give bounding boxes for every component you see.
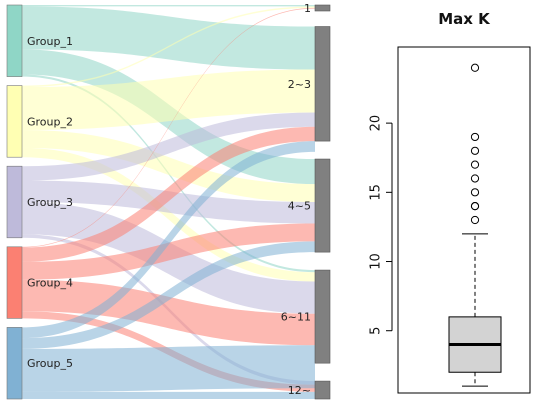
- sankey-source-nodes: Group_1 Group_2 Group_3 Group_4 Group_5: [6, 4, 73, 400]
- link-group-4-1: [22, 7, 315, 248]
- link-group-2-1: [22, 6, 315, 88]
- target-node-12-to: [314, 380, 331, 400]
- link-group-2-4-to-5: [22, 129, 315, 202]
- link-group-4-2-to-3: [22, 126, 315, 262]
- outlier-point: [470, 146, 480, 155]
- target-node-6-to-11: [314, 269, 331, 364]
- source-node-group-3: [6, 165, 23, 239]
- link-group-1-2-to-3: [22, 6, 315, 70]
- boxplot-body: [448, 63, 502, 387]
- y-tick-label: 15: [369, 184, 384, 201]
- boxplot-chart: Max K 5 10 15 20: [369, 10, 531, 394]
- link-group-4-4-to-5: [22, 223, 315, 280]
- outlier-point: [470, 215, 480, 225]
- link-group-2-6-to-11: [22, 147, 315, 282]
- outlier-point: [470, 132, 480, 142]
- source-node-group-2: [6, 85, 23, 158]
- y-axis: 5 10 15 20: [369, 115, 393, 335]
- outlier-point: [470, 174, 480, 183]
- source-node-label: Group_2: [27, 115, 73, 128]
- source-node-group-4: [6, 246, 23, 319]
- outlier-point: [470, 188, 480, 197]
- source-node-label: Group_3: [27, 196, 73, 209]
- sankey-links: [22, 5, 315, 399]
- plot-frame: [397, 46, 531, 394]
- source-node-label: Group_1: [27, 35, 73, 48]
- target-node-2-to-3: [314, 26, 331, 142]
- link-group-5-2-to-3: [22, 141, 315, 339]
- link-group-5-12-to: [22, 391, 315, 399]
- outlier-point: [470, 160, 480, 169]
- outlier-point: [470, 202, 480, 211]
- target-node-label: 6~11: [281, 311, 311, 324]
- link-group-3-4-to-5: [22, 180, 315, 224]
- source-node-label: Group_5: [27, 357, 73, 370]
- source-node-group-5: [6, 327, 23, 400]
- y-tick-label: 10: [369, 253, 384, 270]
- target-node-4-to-5: [314, 158, 331, 253]
- target-node-1: [314, 4, 331, 12]
- target-node-label: 4~5: [288, 200, 311, 213]
- link-group-5-6-to-11: [22, 345, 315, 392]
- target-node-label: 1: [304, 2, 311, 15]
- source-node-group-1: [6, 4, 23, 77]
- link-group-4-6-to-11: [22, 279, 315, 346]
- sankey-diagram: Group_1 Group_2 Group_3 Group_4 Group_5 1 2~3…: [6, 2, 331, 400]
- y-tick-label: 5: [369, 327, 384, 335]
- y-tick-label: 20: [369, 115, 384, 132]
- link-group-5-4-to-5: [22, 241, 315, 349]
- outlier-point: [470, 63, 480, 72]
- source-node-label: Group_4: [27, 277, 73, 290]
- boxplot-title: Max K: [438, 10, 491, 28]
- link-group-1-1: [22, 5, 315, 7]
- link-group-3-2-to-3: [22, 112, 315, 181]
- link-group-2-2-to-3: [22, 69, 315, 130]
- sankey-target-nodes: 1 2~3 4~5 6~11 12~: [281, 2, 331, 400]
- target-node-label: 2~3: [288, 78, 311, 91]
- target-node-label: 12~: [288, 384, 311, 397]
